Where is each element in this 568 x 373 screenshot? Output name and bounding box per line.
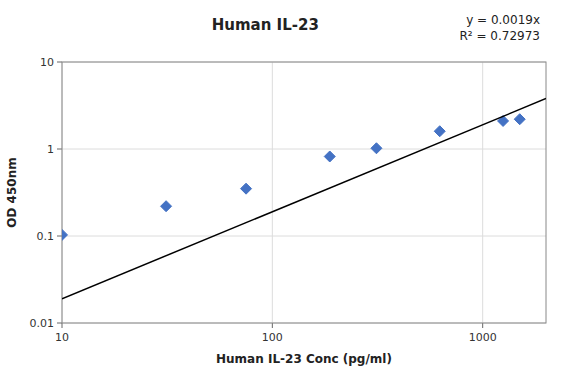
x-tick <box>272 323 273 328</box>
x-tick-label: 100 <box>262 331 283 344</box>
x-grid-line <box>272 62 273 323</box>
x-tick-label: 1000 <box>469 331 497 344</box>
axes: 10 100 1000 0.01 0.1 1 10 <box>30 56 547 344</box>
data-point <box>324 151 335 162</box>
y-tick-label: 1 <box>47 143 54 156</box>
data <box>62 99 546 299</box>
y-tick <box>57 62 62 63</box>
x-grid-line <box>482 62 483 323</box>
data-point <box>434 126 445 137</box>
y-tick <box>57 149 62 150</box>
x-tick <box>482 323 483 328</box>
trendline <box>62 99 546 299</box>
data-point <box>371 143 382 154</box>
y-tick-label: 0.1 <box>37 230 55 243</box>
y-axis-label: OD 450nm <box>5 157 19 227</box>
title: Human IL-23 <box>212 16 319 34</box>
data-point <box>161 201 172 212</box>
y-grid-line <box>62 149 546 150</box>
chart-container: 10 100 1000 0.01 0.1 1 10 Human IL-23 y = 0.0019… <box>0 0 568 373</box>
x-tick <box>62 323 63 328</box>
data-point <box>241 183 252 194</box>
y-tick <box>57 323 62 324</box>
grid <box>62 62 546 323</box>
plot-frame <box>62 62 546 323</box>
y-tick-label: 10 <box>40 56 54 69</box>
chart-svg: 10 100 1000 0.01 0.1 1 10 Human IL-23 y = 0.0019… <box>0 0 568 373</box>
y-tick <box>57 236 62 237</box>
x-axis-label: Human IL-23 Conc (pg/ml) <box>216 352 392 366</box>
background <box>0 0 568 373</box>
annotation: R² = 0.72973 <box>460 29 540 43</box>
y-grid-line <box>62 236 546 237</box>
y-tick-label: 0.01 <box>30 317 55 330</box>
x-tick-label: 10 <box>55 331 69 344</box>
data-point <box>514 114 525 125</box>
data-point <box>62 229 68 240</box>
annotation: y = 0.0019x <box>466 13 540 27</box>
